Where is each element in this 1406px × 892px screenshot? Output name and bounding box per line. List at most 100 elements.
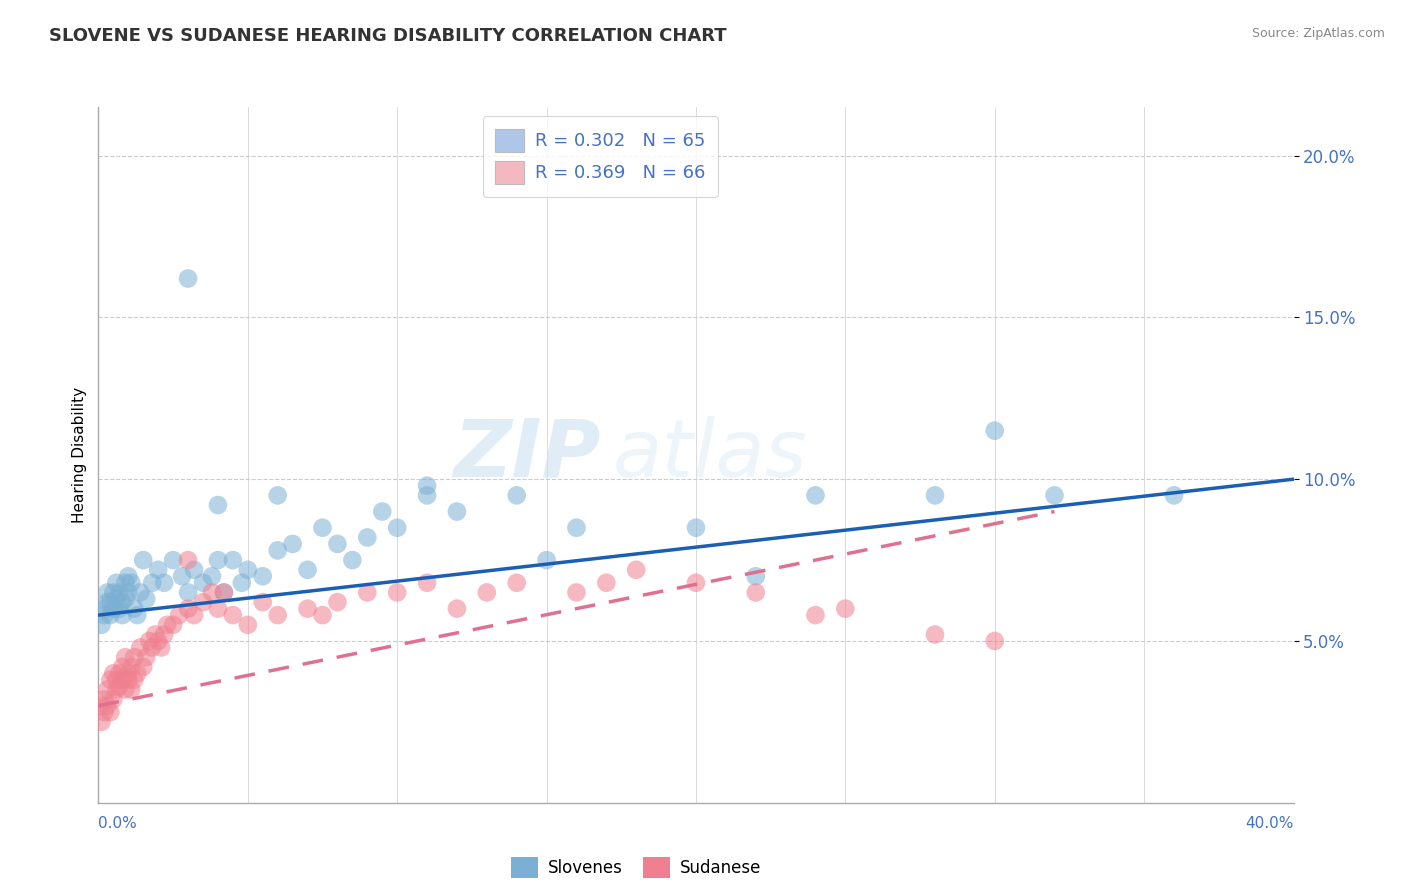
Point — [114, 682, 136, 697]
Point — [93, 601, 115, 615]
Point — [167, 608, 190, 623]
Point — [103, 666, 125, 681]
Point — [745, 569, 768, 583]
Point — [1043, 488, 1066, 502]
Point — [105, 591, 128, 606]
Point — [124, 650, 146, 665]
Point — [177, 271, 200, 285]
Point — [356, 531, 378, 545]
Point — [924, 627, 946, 641]
Point — [446, 601, 468, 615]
Point — [183, 608, 205, 623]
Point — [745, 585, 768, 599]
Point — [207, 601, 229, 615]
Point — [177, 553, 200, 567]
Point — [267, 543, 290, 558]
Point — [201, 569, 224, 583]
Point — [565, 521, 588, 535]
Point — [311, 521, 333, 535]
Point — [267, 608, 290, 623]
Point — [222, 553, 245, 567]
Point — [177, 601, 200, 615]
Point — [267, 488, 290, 502]
Point — [212, 585, 235, 599]
Point — [297, 563, 319, 577]
Point — [153, 627, 176, 641]
Point — [804, 608, 827, 623]
Point — [129, 585, 152, 599]
Point — [201, 585, 224, 599]
Point — [111, 595, 134, 609]
Point — [297, 601, 319, 615]
Text: atlas: atlas — [612, 416, 807, 494]
Point — [93, 692, 115, 706]
Legend: Slovenes, Sudanese: Slovenes, Sudanese — [505, 850, 768, 885]
Point — [506, 575, 529, 590]
Point — [207, 498, 229, 512]
Point — [111, 660, 134, 674]
Point — [96, 682, 118, 697]
Point — [150, 640, 173, 655]
Point — [114, 591, 136, 606]
Point — [108, 601, 131, 615]
Point — [141, 575, 163, 590]
Point — [108, 679, 131, 693]
Point — [536, 553, 558, 567]
Point — [117, 666, 139, 681]
Point — [98, 608, 122, 623]
Point — [141, 640, 163, 655]
Point — [685, 575, 707, 590]
Point — [212, 585, 235, 599]
Point — [135, 591, 157, 606]
Point — [162, 617, 184, 632]
Point — [156, 617, 179, 632]
Point — [96, 595, 118, 609]
Point — [108, 666, 131, 681]
Point — [207, 553, 229, 567]
Point — [172, 569, 194, 583]
Point — [222, 608, 245, 623]
Point — [148, 634, 170, 648]
Point — [385, 521, 409, 535]
Point — [326, 595, 349, 609]
Point — [117, 569, 139, 583]
Point — [162, 553, 184, 567]
Point — [93, 705, 115, 719]
Point — [143, 627, 166, 641]
Point — [96, 585, 118, 599]
Point — [177, 585, 200, 599]
Point — [834, 601, 856, 615]
Point — [475, 585, 498, 599]
Point — [595, 575, 617, 590]
Point — [114, 575, 136, 590]
Point — [111, 673, 134, 687]
Point — [124, 601, 146, 615]
Point — [98, 595, 122, 609]
Point — [236, 617, 259, 632]
Point — [371, 504, 394, 518]
Point — [191, 575, 214, 590]
Point — [93, 608, 115, 623]
Point — [311, 608, 333, 623]
Text: SLOVENE VS SUDANESE HEARING DISABILITY CORRELATION CHART: SLOVENE VS SUDANESE HEARING DISABILITY C… — [49, 27, 727, 45]
Point — [281, 537, 304, 551]
Point — [103, 601, 125, 615]
Point — [236, 563, 259, 577]
Point — [231, 575, 253, 590]
Text: Source: ZipAtlas.com: Source: ZipAtlas.com — [1251, 27, 1385, 40]
Point — [446, 504, 468, 518]
Text: ZIP: ZIP — [453, 416, 600, 494]
Point — [252, 595, 274, 609]
Point — [120, 682, 142, 697]
Point — [132, 660, 155, 674]
Point — [90, 617, 112, 632]
Point — [127, 666, 149, 681]
Point — [385, 585, 409, 599]
Point — [114, 650, 136, 665]
Point — [117, 673, 139, 687]
Point — [103, 585, 125, 599]
Point — [96, 698, 118, 713]
Point — [90, 698, 112, 713]
Point — [124, 673, 146, 687]
Point — [120, 660, 142, 674]
